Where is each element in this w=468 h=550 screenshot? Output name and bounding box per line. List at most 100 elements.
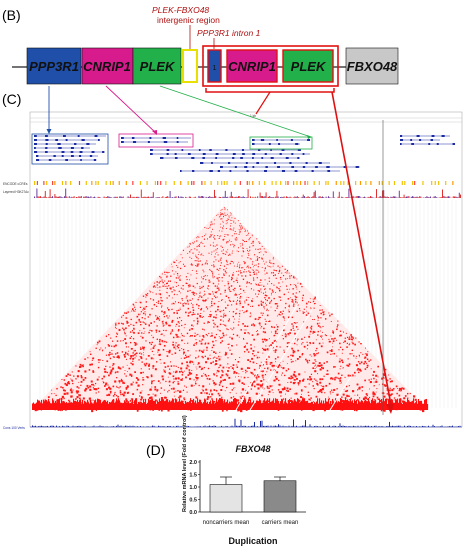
tad-contact xyxy=(213,276,215,278)
tad-contact xyxy=(231,278,233,280)
h3k27ac-peak xyxy=(276,190,278,198)
gene-track-exon xyxy=(264,153,267,155)
ccre-mark xyxy=(221,181,223,185)
tad-contact xyxy=(229,336,231,338)
tad-contact xyxy=(387,398,389,401)
h3k27ac-peak xyxy=(392,196,394,198)
tad-contact xyxy=(310,378,313,381)
tad-contact xyxy=(193,320,195,322)
tad-contact xyxy=(174,395,175,397)
gene-track-exon xyxy=(55,139,58,141)
tad-diagonal xyxy=(231,401,233,410)
tad-diagonal xyxy=(368,398,370,410)
tad-contact xyxy=(139,301,141,303)
tad-contact xyxy=(130,347,133,350)
tad-contact xyxy=(135,377,138,379)
tad-diagonal xyxy=(144,403,146,410)
tad-diagonal xyxy=(189,401,191,410)
tad-diagonal xyxy=(96,402,98,410)
tad-diagonal xyxy=(155,400,157,410)
tad-diagonal xyxy=(339,401,341,410)
tad-contact xyxy=(124,338,127,340)
h3k27ac-peak xyxy=(298,197,299,198)
tad-contact xyxy=(227,329,229,331)
tad-contact xyxy=(172,381,174,384)
h3k27ac-peak xyxy=(144,196,146,198)
tad-contact xyxy=(207,227,209,229)
tad-contact xyxy=(201,351,204,354)
tad-contact xyxy=(366,394,368,397)
tad-contact xyxy=(275,377,278,380)
h3k27ac-peak xyxy=(247,189,249,198)
tad-contact xyxy=(257,387,260,390)
tad-contact xyxy=(178,309,180,312)
tad-contact xyxy=(238,267,241,269)
tad-contact xyxy=(224,285,226,287)
tad-contact xyxy=(130,375,133,377)
h3k27ac-peak xyxy=(306,196,308,198)
tad-contact xyxy=(285,278,287,280)
tad-contact xyxy=(271,326,273,328)
tad-contact xyxy=(197,254,199,256)
tad-diagonal xyxy=(193,398,195,410)
tad-contact xyxy=(136,388,139,391)
tad-contact xyxy=(261,257,263,259)
tad-contact xyxy=(372,392,375,395)
tad-contact xyxy=(315,364,317,366)
tad-diagonal xyxy=(419,401,421,410)
tad-contact xyxy=(137,384,140,387)
cons-peak xyxy=(368,425,369,427)
tad-contact xyxy=(151,398,154,401)
tad-contact xyxy=(164,340,166,343)
tad-contact xyxy=(150,291,152,293)
tad-diagonal xyxy=(259,399,261,410)
tad-contact xyxy=(240,225,242,227)
tad-contact xyxy=(209,354,211,356)
tad-contact xyxy=(297,304,299,306)
tad-diagonal xyxy=(88,402,90,410)
cons-peak xyxy=(351,426,353,427)
cons-peak xyxy=(315,425,317,427)
tad-contact xyxy=(197,265,199,267)
tad-diagonal xyxy=(249,402,251,410)
tad-contact xyxy=(230,285,233,287)
tad-contact xyxy=(218,216,220,218)
tad-diagonal xyxy=(188,403,190,410)
tad-contact xyxy=(336,326,338,328)
tad-contact xyxy=(192,242,194,244)
tad-contact xyxy=(262,352,264,354)
tad-contact xyxy=(220,245,222,247)
h3k27ac-peak xyxy=(328,196,329,198)
tad-contact xyxy=(140,371,143,374)
tad-contact xyxy=(331,353,333,355)
tad-contact xyxy=(312,332,314,334)
tad-contact xyxy=(167,409,170,412)
tad-contact xyxy=(196,377,199,380)
tad-contact xyxy=(255,248,257,250)
cons-peak xyxy=(173,426,174,427)
tad-contact xyxy=(211,300,213,303)
h3k27ac-peak xyxy=(427,196,429,198)
tad-contact xyxy=(235,279,237,281)
tad-contact xyxy=(191,258,193,260)
tad-contact xyxy=(335,376,337,379)
tad-contact xyxy=(231,329,233,331)
tad-contact xyxy=(296,310,298,312)
tad-contact xyxy=(142,371,144,374)
tad-contact xyxy=(211,334,213,337)
tad-contact xyxy=(203,322,205,324)
tad-contact xyxy=(97,387,100,390)
tad-contact xyxy=(396,392,398,395)
cons-peak xyxy=(249,426,251,427)
tad-contact xyxy=(270,344,272,346)
gene-track-exon xyxy=(419,139,422,141)
tad-contact xyxy=(256,373,259,376)
tad-contact xyxy=(218,283,220,285)
ccre-mark xyxy=(61,181,64,185)
tad-contact xyxy=(168,295,170,297)
tad-contact xyxy=(222,221,224,223)
tad-contact xyxy=(245,329,247,331)
tad-contact xyxy=(339,382,341,384)
cons-peak xyxy=(434,426,435,427)
cons-peak xyxy=(320,426,321,427)
